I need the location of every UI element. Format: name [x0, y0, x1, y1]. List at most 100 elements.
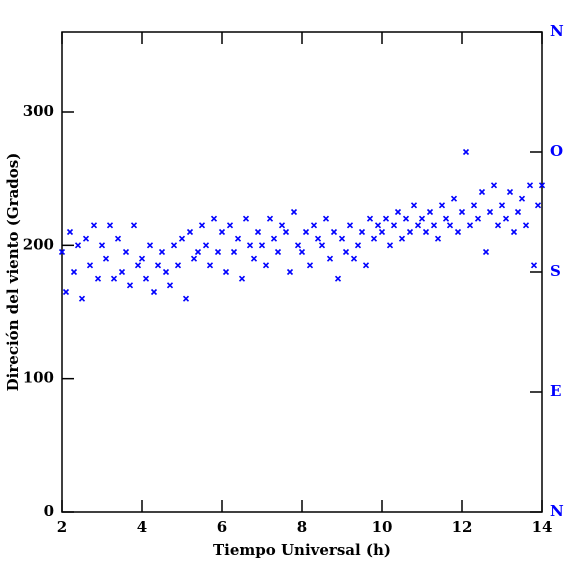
point	[498, 202, 506, 209]
point	[238, 275, 246, 282]
point	[126, 282, 134, 289]
point	[522, 222, 530, 229]
point	[218, 228, 226, 236]
point	[338, 235, 346, 242]
y-axis-label: Direción del viento (Grados)	[4, 153, 22, 392]
point	[354, 242, 362, 249]
point	[222, 268, 230, 276]
point	[102, 255, 110, 262]
point	[518, 195, 526, 202]
point	[298, 248, 306, 256]
point	[206, 262, 214, 269]
point	[502, 215, 510, 222]
point	[170, 242, 178, 249]
point	[394, 208, 402, 216]
point	[314, 235, 322, 242]
point	[318, 242, 326, 249]
point	[210, 215, 218, 222]
point	[98, 242, 106, 249]
point	[378, 228, 386, 236]
point	[146, 242, 154, 249]
point	[254, 228, 262, 236]
point	[246, 242, 254, 249]
point	[162, 268, 170, 276]
point	[294, 242, 302, 249]
point	[342, 248, 350, 256]
point	[138, 255, 146, 262]
point	[358, 228, 366, 236]
x-tick-label: 12	[452, 518, 473, 536]
point	[78, 295, 86, 302]
point	[118, 268, 126, 276]
point	[58, 248, 66, 256]
y2-tick-label: S	[550, 262, 561, 280]
point	[474, 215, 482, 222]
point	[410, 202, 418, 209]
point	[74, 242, 82, 249]
point	[90, 222, 98, 229]
point	[174, 262, 182, 269]
point	[406, 228, 414, 236]
point	[350, 255, 358, 262]
point	[402, 215, 410, 222]
point	[430, 222, 438, 229]
point	[62, 288, 70, 296]
y2-tick-label: E	[550, 382, 561, 400]
y2-tick-label: N	[550, 502, 564, 520]
point	[282, 228, 290, 236]
point	[286, 268, 294, 276]
x-axis-label: Tiempo Universal (h)	[213, 541, 391, 559]
point	[86, 262, 94, 269]
point	[66, 228, 74, 236]
x-tick-label: 14	[532, 518, 553, 536]
point	[122, 248, 130, 256]
point	[458, 208, 466, 216]
point	[326, 255, 334, 262]
point	[442, 215, 450, 222]
point	[446, 222, 454, 229]
point	[190, 255, 198, 262]
point	[418, 215, 426, 222]
point	[306, 262, 314, 269]
point	[226, 222, 234, 229]
point	[302, 228, 310, 236]
point	[106, 222, 114, 229]
point	[250, 255, 258, 262]
point	[258, 242, 266, 249]
point	[366, 215, 374, 222]
point	[274, 248, 282, 256]
y2-tick-label: O	[550, 142, 563, 160]
y-tick-label: 300	[23, 102, 54, 120]
point	[362, 262, 370, 269]
point	[386, 242, 394, 249]
x-tick-label: 10	[372, 518, 393, 536]
point	[198, 222, 206, 229]
x-tick-label: 6	[217, 518, 227, 536]
point	[230, 248, 238, 256]
point	[158, 248, 166, 256]
point	[534, 202, 542, 209]
point	[242, 215, 250, 222]
point	[278, 222, 286, 229]
x-tick-label: 8	[297, 518, 307, 536]
point	[166, 282, 174, 289]
point	[322, 215, 330, 222]
point	[530, 262, 538, 269]
point	[70, 268, 78, 276]
point	[482, 248, 490, 256]
point	[526, 182, 534, 189]
point	[334, 275, 342, 282]
point	[262, 262, 270, 269]
y-tick-label: 0	[44, 502, 54, 520]
point	[310, 222, 318, 229]
point	[270, 235, 278, 242]
point	[202, 242, 210, 249]
x-tick-label: 2	[57, 518, 67, 536]
point	[398, 235, 406, 242]
point	[450, 195, 458, 202]
y-tick-label: 200	[23, 235, 54, 253]
point	[382, 215, 390, 222]
point	[110, 275, 118, 282]
point	[234, 235, 242, 242]
